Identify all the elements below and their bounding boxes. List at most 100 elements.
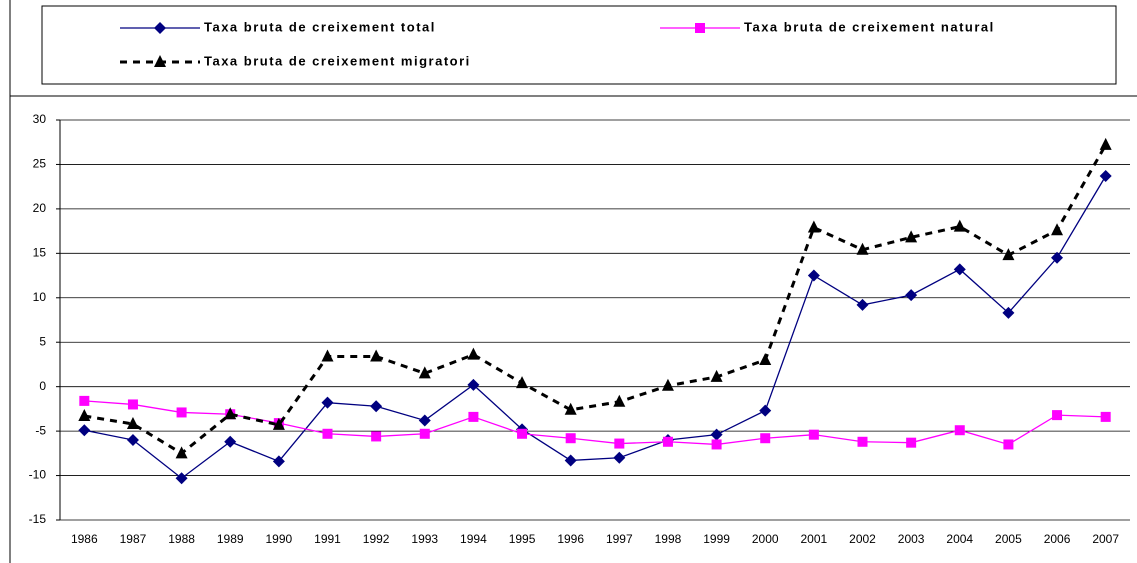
marker: [418, 414, 431, 427]
marker: [953, 219, 966, 232]
x-tick-label: 2007: [1092, 532, 1119, 546]
x-tick-label: 1994: [460, 532, 487, 546]
marker: [370, 400, 383, 413]
marker: [759, 404, 772, 417]
marker: [272, 455, 285, 468]
x-tick-label: 2006: [1044, 532, 1071, 546]
marker: [322, 428, 333, 439]
marker: [1051, 251, 1064, 264]
marker: [79, 395, 90, 406]
y-tick-label: 20: [33, 201, 47, 215]
marker: [224, 407, 237, 420]
x-tick-label: 2002: [849, 532, 876, 546]
marker: [127, 399, 138, 410]
marker: [126, 417, 139, 429]
y-tick-label: 15: [33, 246, 47, 260]
y-tick-label: 0: [39, 379, 46, 393]
marker: [614, 438, 625, 449]
marker: [710, 369, 723, 382]
marker: [78, 409, 91, 421]
marker: [807, 220, 820, 233]
marker: [695, 23, 705, 33]
x-tick-label: 1986: [71, 532, 98, 546]
x-tick-label: 1992: [363, 532, 390, 546]
x-tick-label: 1997: [606, 532, 633, 546]
marker: [710, 428, 723, 441]
marker: [564, 454, 577, 467]
marker: [857, 436, 868, 447]
marker: [224, 435, 237, 448]
x-tick-label: 1993: [411, 532, 438, 546]
marker: [517, 428, 528, 439]
marker: [467, 347, 480, 360]
marker: [516, 376, 529, 389]
marker: [613, 451, 626, 464]
marker: [905, 230, 918, 243]
marker: [1099, 170, 1112, 182]
marker: [954, 425, 965, 436]
legend-label: Taxa bruta de creixement natural: [744, 19, 995, 34]
x-tick-label: 1996: [557, 532, 584, 546]
marker: [905, 289, 918, 302]
legend-label: Taxa bruta de creixement migratori: [204, 53, 471, 68]
marker: [1002, 248, 1015, 261]
marker: [1100, 411, 1111, 422]
marker: [711, 439, 722, 450]
marker: [856, 242, 869, 255]
marker: [371, 431, 382, 442]
marker: [467, 378, 480, 391]
x-tick-label: 2001: [801, 532, 828, 546]
x-tick-label: 2000: [752, 532, 779, 546]
marker: [370, 349, 383, 362]
y-tick-label: 10: [33, 290, 47, 304]
marker: [321, 396, 334, 409]
x-tick-label: 1998: [655, 532, 682, 546]
marker: [906, 437, 917, 448]
legend-box: [41, 5, 1117, 85]
marker: [564, 402, 577, 415]
y-tick-label: -10: [29, 468, 47, 482]
marker: [154, 22, 166, 34]
x-tick-label: 1999: [703, 532, 730, 546]
marker: [175, 472, 188, 485]
marker: [808, 429, 819, 440]
marker: [565, 433, 576, 444]
marker: [126, 434, 139, 446]
marker: [953, 263, 966, 276]
y-tick-label: 30: [33, 112, 47, 126]
marker: [1002, 306, 1015, 319]
x-tick-label: 2004: [946, 532, 973, 546]
x-tick-label: 1989: [217, 532, 244, 546]
marker: [1099, 137, 1112, 150]
marker: [661, 378, 674, 391]
marker: [1003, 439, 1014, 450]
marker: [419, 428, 430, 439]
marker: [418, 366, 431, 379]
marker: [468, 411, 479, 422]
x-tick-label: 1995: [509, 532, 536, 546]
y-tick-label: 5: [39, 334, 46, 348]
marker: [807, 269, 820, 282]
x-tick-label: 2003: [898, 532, 925, 546]
marker: [272, 417, 285, 430]
x-tick-label: 1991: [314, 532, 341, 546]
marker: [175, 446, 188, 459]
y-tick-label: -5: [35, 423, 46, 437]
legend-label: Taxa bruta de creixement total: [204, 19, 436, 34]
marker: [321, 349, 334, 362]
marker: [662, 436, 673, 447]
y-tick-label: 25: [33, 157, 47, 171]
marker: [613, 394, 626, 407]
marker: [154, 55, 166, 67]
series-line: [84, 175, 1107, 480]
marker: [78, 424, 91, 437]
x-tick-label: 1990: [266, 532, 293, 546]
x-tick-label: 1988: [168, 532, 195, 546]
marker: [176, 407, 187, 418]
marker: [856, 298, 869, 311]
marker: [1052, 410, 1063, 421]
series-line: [84, 144, 1107, 456]
series-line: [84, 400, 1106, 446]
x-tick-label: 2005: [995, 532, 1022, 546]
